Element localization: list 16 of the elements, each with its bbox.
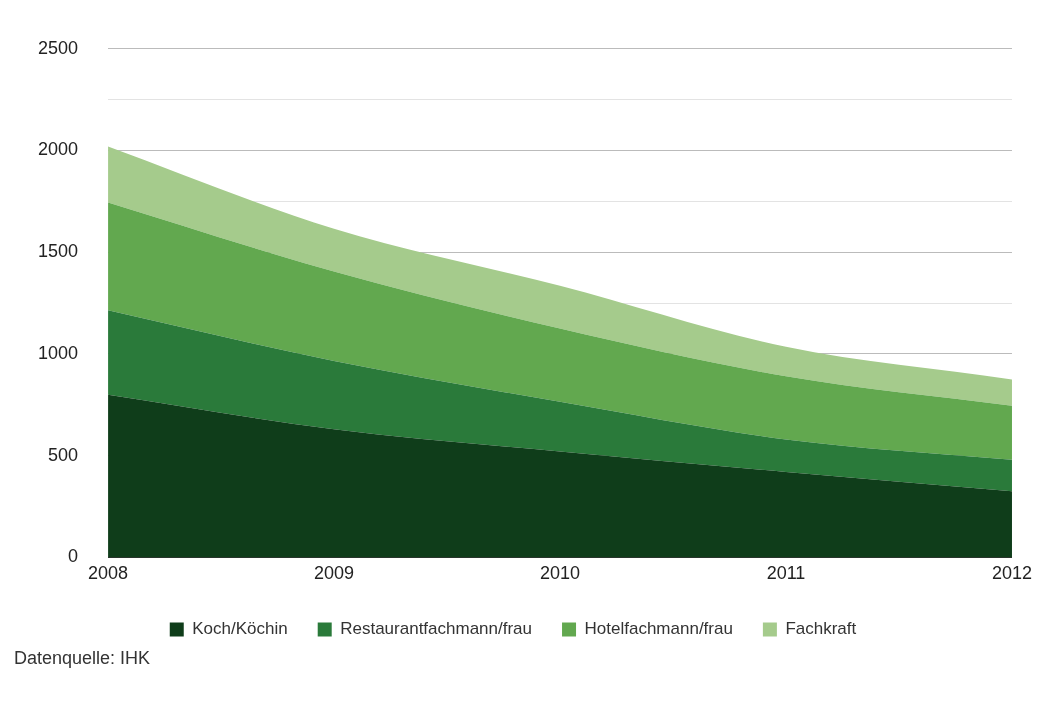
x-tick-label: 2009 [314, 563, 355, 584]
y-tick-label: 1000 [38, 342, 79, 363]
y-tick-label: 0 [68, 546, 79, 567]
text: Datenquelle: IHK [14, 648, 152, 669]
legend-label: Restaurantfachmann/frau [340, 619, 533, 639]
legend-label: Koch/Köchin [192, 619, 288, 639]
x-tick-label: 2008 [88, 563, 129, 584]
y-tick-label: 500 [48, 444, 79, 465]
x-tick-label: 2012 [991, 563, 1032, 584]
legend-label: Hotelfachmann/frau [584, 619, 733, 639]
legend-label: Fachkraft [785, 619, 857, 639]
y-tick-label: 2000 [38, 139, 79, 160]
x-tick-label: 2010 [539, 563, 581, 584]
y-tick-label: 1500 [38, 241, 79, 262]
x-tick-label: 2011 [766, 563, 806, 584]
y-tick-label: 2500 [38, 37, 79, 58]
